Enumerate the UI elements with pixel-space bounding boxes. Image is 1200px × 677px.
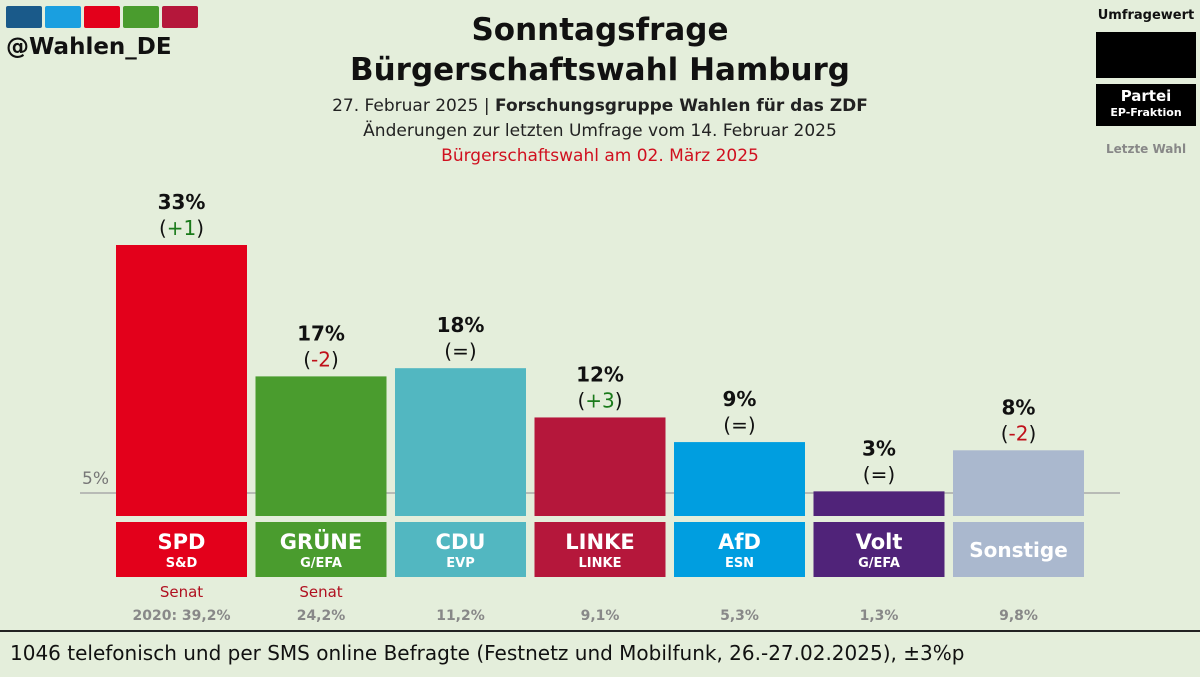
party-label-0: SPD [158, 530, 206, 554]
party-label-6: Sonstige [969, 538, 1068, 562]
change-label-4: (=) [723, 413, 755, 437]
change-label-0: (+1) [159, 216, 204, 240]
value-label-0: 33% [158, 190, 206, 214]
legend-fraction-label: EP-Fraktion [1110, 106, 1182, 119]
account-handle: @Wahlen_DE [6, 34, 172, 60]
footer-note: 1046 telefonisch und per SMS online Befr… [10, 641, 965, 665]
party-label-4: AfD [718, 530, 761, 554]
legend-last-election: Letzte Wahl [1105, 142, 1187, 156]
party-label-1: GRÜNE [280, 529, 362, 554]
party-label-2: CDU [436, 530, 486, 554]
change-label-5: (=) [863, 462, 895, 486]
fraction-label-0: S&D [166, 556, 198, 571]
chart-title-line2: Bürgerschaftswahl Hamburg [349, 52, 850, 88]
value-label-5: 3% [862, 436, 896, 460]
subtitle-changes: Änderungen zur letzten Umfrage vom 14. F… [363, 121, 837, 141]
legend-party-box: Partei EP-Fraktion [1096, 84, 1196, 126]
bar-6 [953, 450, 1084, 516]
fraction-label-1: G/EFA [300, 556, 342, 571]
legend-title: Umfragewert [1097, 8, 1195, 23]
bar-4 [674, 442, 805, 516]
bar-5 [813, 491, 945, 516]
last-election-1: 24,2% [297, 608, 346, 624]
party-box-1 [255, 522, 387, 577]
party-label-5: Volt [856, 530, 903, 554]
change-label-2: (=) [444, 339, 476, 363]
subtitle-date: 27. Februar 2025 | [332, 96, 490, 116]
last-election-3: 9,1% [581, 608, 620, 624]
party-box-3 [534, 522, 666, 577]
logo-block-0 [6, 6, 42, 28]
legend-party-label: Partei [1120, 87, 1172, 105]
value-label-2: 18% [437, 313, 485, 337]
subtitle-source: 27. Februar 2025 | Forschungsgruppe Wahl… [0, 96, 1200, 116]
change-label-3: (+3) [577, 388, 622, 412]
fraction-label-3: LINKE [579, 556, 622, 571]
value-label-3: 12% [576, 362, 624, 386]
last-election-2: 11,2% [436, 608, 485, 624]
party-box-6 [953, 522, 1084, 577]
logo [6, 6, 198, 28]
last-election-6: 9,8% [999, 608, 1038, 624]
subtitle-institute: Forschungsgruppe Wahlen für das ZDF [495, 96, 868, 116]
chart-title-line1: Sonntagsfrage [471, 12, 729, 48]
party-box-5 [813, 522, 945, 577]
fraction-label-2: EVP [446, 556, 474, 571]
party-box-0 [116, 522, 247, 577]
legend-value-swatch [1096, 32, 1196, 78]
bar-0 [116, 245, 247, 516]
last-election-5: 1,3% [860, 608, 899, 624]
bar-2 [395, 368, 526, 516]
logo-block-3 [123, 6, 159, 28]
senat-label-1: Senat [299, 583, 342, 601]
bar-3 [534, 417, 666, 516]
change-label-1: (-2) [303, 347, 339, 371]
value-label-6: 8% [1002, 395, 1036, 419]
fraction-label-4: ESN [725, 556, 754, 571]
senat-label-0: Senat [160, 583, 203, 601]
party-box-2 [395, 522, 526, 577]
last-election-0: 2020: 39,2% [132, 608, 230, 624]
party-label-3: LINKE [565, 530, 634, 554]
logo-block-4 [162, 6, 198, 28]
logo-block-1 [45, 6, 81, 28]
value-label-1: 17% [297, 321, 345, 345]
fraction-label-5: G/EFA [858, 556, 900, 571]
subtitle-election: Bürgerschaftswahl am 02. März 2025 [441, 146, 759, 166]
logo-block-2 [84, 6, 120, 28]
last-election-4: 5,3% [720, 608, 759, 624]
value-label-4: 9% [723, 387, 757, 411]
threshold-label: 5% [82, 469, 109, 489]
party-box-4 [674, 522, 805, 577]
footer: 1046 telefonisch und per SMS online Befr… [0, 630, 1200, 677]
change-label-6: (-2) [1001, 421, 1037, 445]
bar-1 [255, 376, 387, 516]
